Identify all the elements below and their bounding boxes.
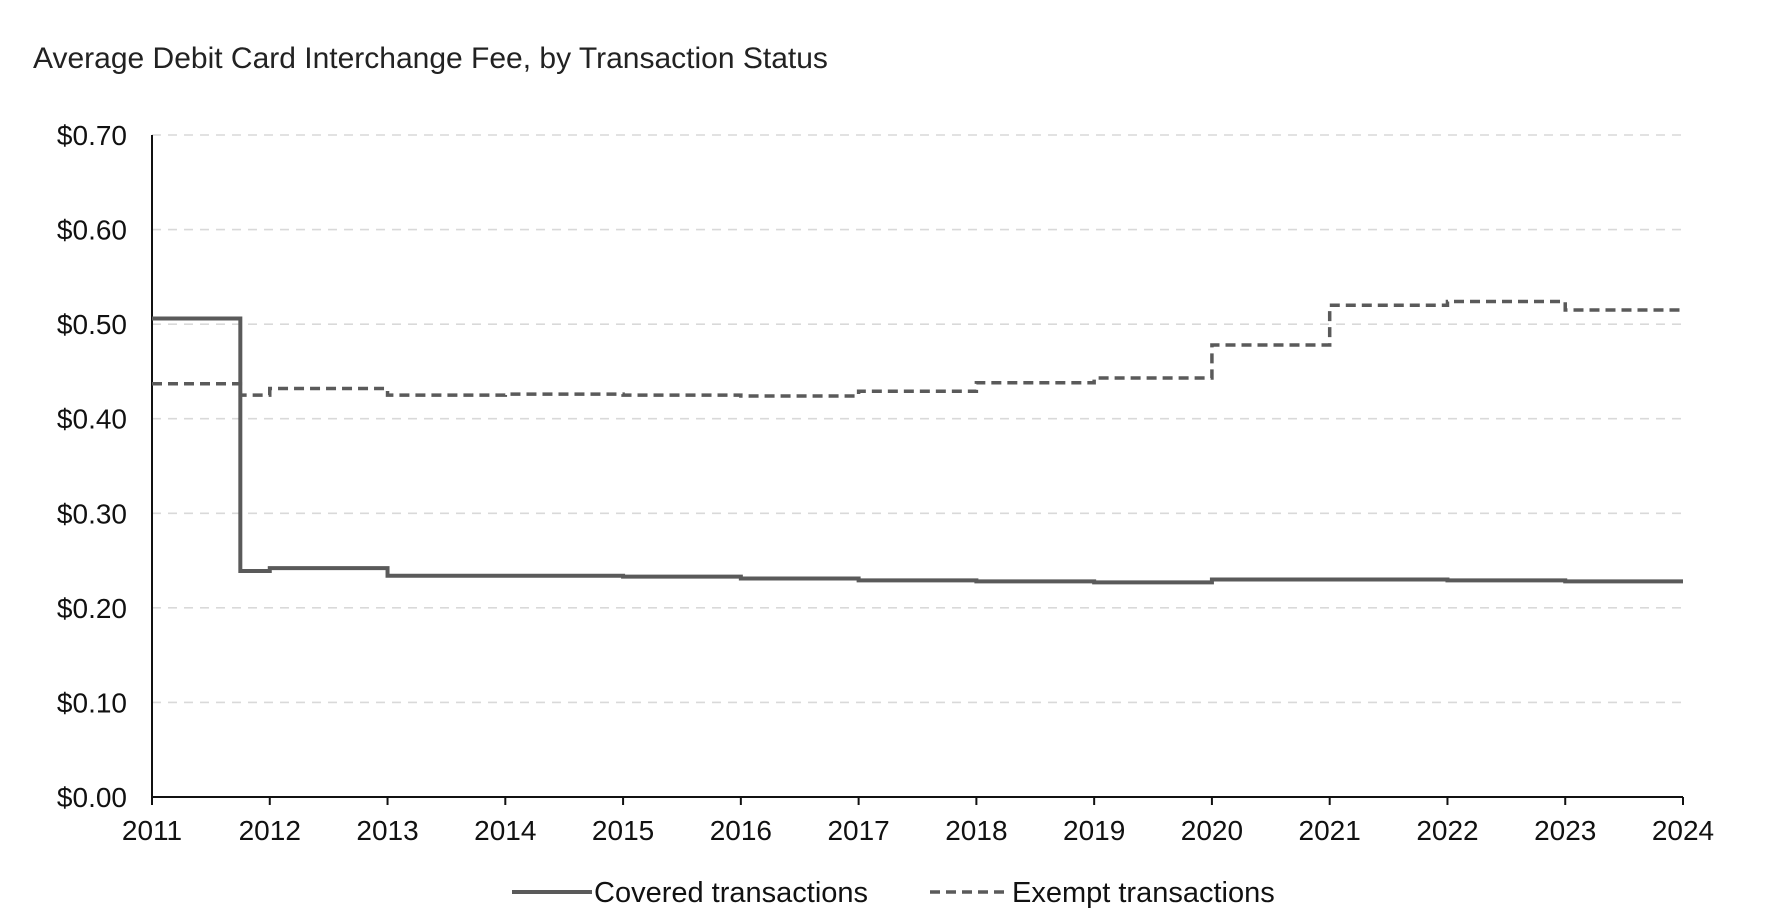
gridlines <box>152 134 1683 704</box>
x-tick-label: 2016 <box>710 815 772 846</box>
legend-label: Covered transactions <box>594 877 868 909</box>
series <box>152 299 1683 585</box>
y-tick-label: $0.30 <box>57 498 127 529</box>
x-tick-label: 2013 <box>356 815 418 846</box>
y-tick-label: $0.50 <box>57 309 127 340</box>
legend: Covered transactions Exempt transactions <box>512 877 1275 909</box>
x-tick-label: 2011 <box>122 815 182 846</box>
y-tick-label: $0.20 <box>57 593 127 624</box>
x-tick-label: 2022 <box>1416 815 1478 846</box>
x-tick-label: 2019 <box>1063 815 1125 846</box>
axes: $0.00 $0.10 $0.20 $0.30 $0.40 $0.50 $0.60 $0.70… <box>57 120 1714 846</box>
y-tick-label: $0.40 <box>57 404 127 435</box>
x-tick-label: 2020 <box>1181 815 1243 846</box>
chart-title: Average Debit Card Interchange Fee, by T… <box>33 42 828 75</box>
x-tick-label: 2023 <box>1534 815 1596 846</box>
legend-label: Exempt transactions <box>1012 877 1275 909</box>
series-line-exempt-transactions <box>152 299 1683 398</box>
x-tick-label: 2015 <box>592 815 654 846</box>
x-tick-label: 2012 <box>239 815 301 846</box>
x-tick-label: 2018 <box>945 815 1007 846</box>
y-tick-label: $0.60 <box>57 215 127 246</box>
x-tick-label: 2017 <box>827 815 889 846</box>
x-tick-label: 2024 <box>1652 815 1714 846</box>
y-tick-label: $0.10 <box>57 687 127 718</box>
y-tick-label: $0.70 <box>57 120 127 151</box>
x-tick-label: 2021 <box>1299 815 1361 846</box>
y-tick-label: $0.00 <box>57 782 127 813</box>
x-tick-label: 2014 <box>474 815 536 846</box>
series-line-covered-transactions <box>152 316 1683 585</box>
